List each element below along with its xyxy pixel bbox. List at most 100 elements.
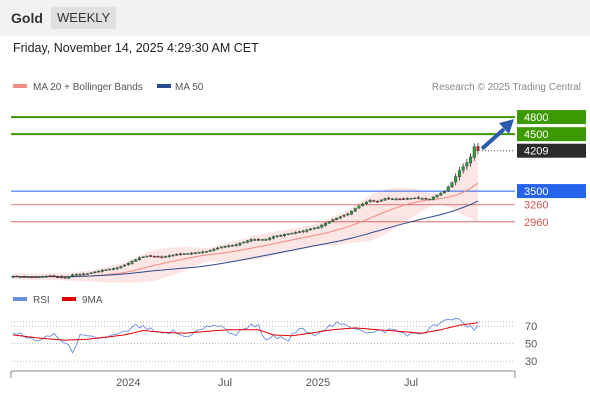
candle-body xyxy=(178,253,182,256)
candle-body xyxy=(316,226,320,229)
pivot-tag-3500 xyxy=(517,184,586,199)
support-label-2960: 2960 xyxy=(524,217,548,229)
target-label-4500: 4500 xyxy=(524,129,548,141)
candle-body xyxy=(283,234,287,236)
rsi-legend-label: RSI xyxy=(33,295,50,306)
candle-body xyxy=(141,256,145,259)
candle-body xyxy=(100,270,104,272)
candle-body xyxy=(123,264,127,267)
rsi-swatch xyxy=(13,297,27,301)
candle-body xyxy=(398,198,402,201)
candle-body xyxy=(413,197,417,200)
ma20-swatch xyxy=(13,84,27,88)
target-tag-4500 xyxy=(517,127,586,142)
candle-body xyxy=(56,276,60,278)
candle-body xyxy=(353,208,357,212)
candle-body xyxy=(134,259,138,262)
x-axis: 2024 Jul 2025 Jul xyxy=(10,370,516,389)
candle-body xyxy=(323,223,327,226)
ma50-swatch xyxy=(157,84,171,88)
candle-body xyxy=(357,205,361,209)
candle-body xyxy=(286,233,290,235)
candle-body xyxy=(424,198,428,200)
period-tab[interactable]: WEEKLY xyxy=(51,7,117,29)
trend-arrow-head xyxy=(499,119,514,135)
top-bar: Gold WEEKLY xyxy=(0,0,590,36)
symbol-title: Gold xyxy=(11,10,43,26)
candle-body xyxy=(182,253,186,255)
candle-body xyxy=(85,273,89,275)
candle-body xyxy=(160,256,164,258)
candle-body xyxy=(294,232,298,234)
candle-body xyxy=(201,251,205,254)
ma50-legend-label: MA 50 xyxy=(175,82,204,93)
candle-body xyxy=(74,274,78,276)
candle-body xyxy=(223,246,227,248)
candle-body xyxy=(108,268,112,271)
candle-body xyxy=(48,275,52,277)
candle-body xyxy=(111,268,115,270)
candle-body xyxy=(149,255,153,257)
candle-body xyxy=(30,276,34,279)
candle-body xyxy=(290,232,294,235)
candle-body xyxy=(71,274,75,277)
candle-body xyxy=(383,198,387,201)
target-label-4800: 4800 xyxy=(524,112,548,124)
candle-body xyxy=(268,237,272,240)
candle-body xyxy=(305,229,309,232)
candle-body xyxy=(156,256,160,258)
rsi-line xyxy=(12,317,479,354)
candle-body xyxy=(428,198,432,201)
ma9-legend-label: 9MA xyxy=(82,295,103,306)
bollinger-bands xyxy=(13,145,478,283)
x-tick-label: Jul xyxy=(404,377,418,389)
last-price-tag xyxy=(517,143,586,158)
candle-body xyxy=(271,236,275,239)
candle-body xyxy=(320,224,324,228)
bollinger-band-fill xyxy=(13,145,478,283)
candle-body xyxy=(22,276,26,278)
candle-body xyxy=(89,272,93,274)
candle-body xyxy=(41,276,45,278)
candle-body xyxy=(219,246,223,249)
candle-body xyxy=(171,254,175,257)
candle-body xyxy=(26,276,30,279)
candles xyxy=(11,142,480,280)
candle-body xyxy=(301,230,305,233)
candle-body xyxy=(59,276,63,278)
candle-body xyxy=(104,269,108,271)
candle-body xyxy=(402,198,406,200)
candle-body xyxy=(212,248,216,251)
candle-body xyxy=(52,275,56,277)
candle-body xyxy=(97,270,101,273)
moving-averages xyxy=(13,182,479,278)
candle-body xyxy=(82,273,86,276)
candle-body xyxy=(257,239,261,241)
candle-body xyxy=(275,235,279,238)
candle-body xyxy=(435,194,439,198)
last-price-label: 4209 xyxy=(524,146,548,158)
rsi-panel: 70 50 30 xyxy=(11,317,537,368)
candle-body xyxy=(431,196,435,200)
candle-body xyxy=(394,198,398,201)
candle-body xyxy=(193,252,197,254)
candle-body xyxy=(461,166,465,171)
candle-body xyxy=(312,227,316,230)
candle-body xyxy=(309,228,313,231)
ma9-line xyxy=(12,322,479,341)
candle-body xyxy=(234,244,238,246)
candle-body xyxy=(450,182,454,188)
candle-body xyxy=(197,252,201,254)
candle-body xyxy=(443,190,447,194)
candle-body xyxy=(249,239,253,242)
candle-body xyxy=(335,217,339,220)
x-tick-label: Jul xyxy=(218,377,232,389)
candle-body xyxy=(63,277,67,279)
candle-body xyxy=(227,245,231,247)
candle-body xyxy=(379,199,383,202)
candle-body xyxy=(216,247,220,250)
candle-body xyxy=(253,239,257,241)
candle-body xyxy=(372,200,376,202)
candle-body xyxy=(390,198,394,200)
